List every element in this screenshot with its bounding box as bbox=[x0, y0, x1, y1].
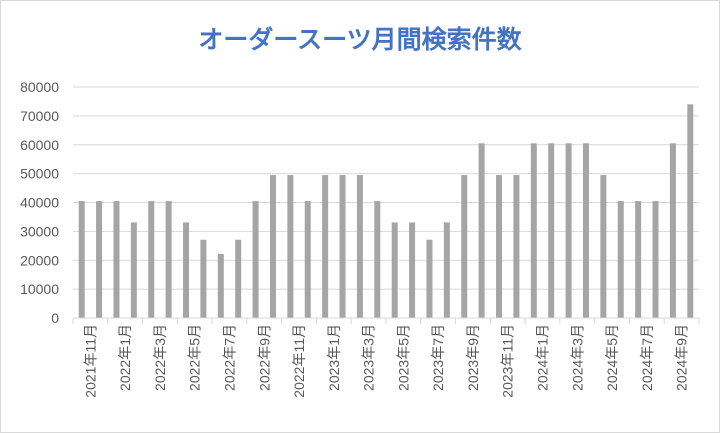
bar bbox=[513, 175, 520, 318]
x-tick-label: 2023年3月 bbox=[361, 324, 377, 391]
bar bbox=[217, 253, 224, 318]
x-tick-label: 2022年11月 bbox=[291, 324, 307, 398]
y-tick-label: 0 bbox=[51, 310, 59, 326]
bar bbox=[461, 175, 468, 318]
x-tick-label: 2022年1月 bbox=[117, 324, 133, 391]
bar bbox=[356, 175, 363, 318]
x-tick-label: 2022年5月 bbox=[187, 324, 203, 391]
bar bbox=[426, 239, 433, 318]
bar bbox=[617, 201, 624, 318]
bar bbox=[304, 201, 311, 318]
y-tick-label: 20000 bbox=[20, 252, 59, 268]
bar bbox=[582, 143, 589, 318]
y-tick-label: 30000 bbox=[20, 223, 59, 239]
bar bbox=[200, 239, 207, 318]
bar bbox=[409, 222, 416, 318]
x-tick-label: 2024年9月 bbox=[674, 324, 690, 391]
bar bbox=[78, 201, 85, 318]
bar bbox=[130, 222, 137, 318]
y-tick-label: 10000 bbox=[20, 281, 59, 297]
bar bbox=[530, 143, 537, 318]
bar bbox=[635, 201, 642, 318]
bar bbox=[687, 104, 694, 318]
x-tick-label: 2023年11月 bbox=[500, 324, 516, 398]
x-tick-label: 2024年1月 bbox=[535, 324, 551, 391]
bar bbox=[252, 201, 259, 318]
bar bbox=[374, 201, 381, 318]
bar bbox=[269, 175, 276, 318]
x-tick-label: 2023年5月 bbox=[395, 324, 411, 391]
bar bbox=[183, 222, 190, 318]
bar bbox=[322, 175, 329, 318]
bars bbox=[78, 104, 694, 318]
y-tick-label: 40000 bbox=[20, 195, 59, 211]
x-tick-label: 2022年7月 bbox=[222, 324, 238, 391]
bar bbox=[652, 201, 659, 318]
x-tick-label: 2021年11月 bbox=[82, 324, 98, 398]
x-tick-label: 2024年3月 bbox=[569, 324, 585, 391]
bar bbox=[478, 143, 485, 318]
y-tick-label: 80000 bbox=[20, 79, 59, 95]
bar bbox=[165, 201, 172, 318]
x-tick-label: 2023年9月 bbox=[465, 324, 481, 391]
x-tick-label: 2023年1月 bbox=[326, 324, 342, 391]
y-tick-label: 60000 bbox=[20, 137, 59, 153]
bar bbox=[113, 201, 120, 318]
x-axis: 2021年11月 2022年1月 2022年3月 2022年5月 2022年7月 2022… bbox=[72, 317, 700, 398]
bar bbox=[669, 143, 676, 318]
x-tick-label: 2023年7月 bbox=[430, 324, 446, 391]
bar bbox=[148, 201, 155, 318]
bar bbox=[565, 143, 572, 318]
y-axis: 0 10000 20000 30000 40000 50000 60000 70000 8000… bbox=[20, 79, 59, 326]
bar bbox=[391, 222, 398, 318]
x-tick-label: 2024年5月 bbox=[604, 324, 620, 391]
gridlines bbox=[73, 86, 699, 319]
y-tick-label: 50000 bbox=[20, 166, 59, 182]
y-tick-label: 70000 bbox=[20, 108, 59, 124]
x-tick-label: 2022年9月 bbox=[256, 324, 272, 391]
bar bbox=[600, 175, 607, 318]
chart-title: オーダースーツ月間検索件数 bbox=[198, 25, 522, 54]
bar bbox=[443, 222, 450, 318]
bar bbox=[96, 201, 103, 318]
bar bbox=[287, 175, 294, 318]
bar bbox=[235, 239, 242, 318]
bar bbox=[339, 175, 346, 318]
x-tick-label: 2024年7月 bbox=[639, 324, 655, 391]
bar bbox=[496, 175, 503, 318]
bar bbox=[548, 143, 555, 318]
x-tick-label: 2022年3月 bbox=[152, 324, 168, 391]
